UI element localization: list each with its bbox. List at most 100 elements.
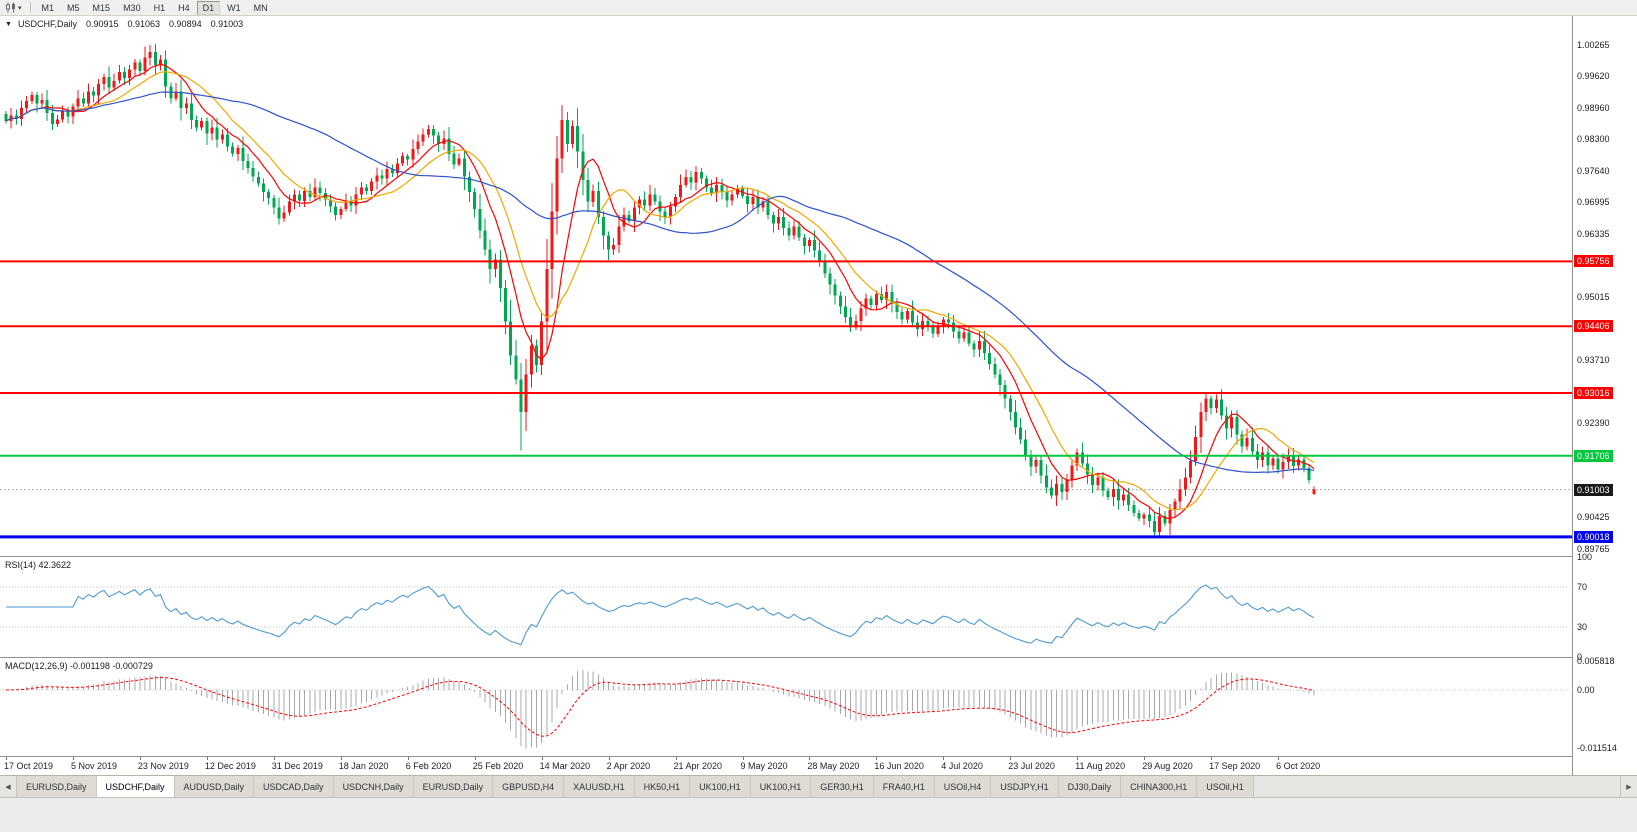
date-tick bbox=[273, 757, 275, 760]
date-label: 11 Aug 2020 bbox=[1075, 761, 1126, 771]
date-label: 5 Nov 2019 bbox=[71, 761, 118, 771]
toolbar-separator bbox=[29, 2, 31, 13]
chart-tabs-bar: ◀ EURUSD,Daily USDCHF,Daily AUDUSD,Daily US… bbox=[0, 775, 1637, 797]
macd-histogram bbox=[10, 670, 1315, 749]
rsi-axis-label: 70 bbox=[1577, 582, 1588, 592]
chart-type-icon[interactable] bbox=[5, 2, 17, 13]
chart-tab-GER30,H1[interactable]: GER30,H1 bbox=[811, 776, 874, 797]
chart-tab-AUDUSD,Daily[interactable]: AUDUSD,Daily bbox=[174, 776, 255, 797]
date-label: 9 May 2020 bbox=[740, 761, 788, 771]
chart-tab-USDCNH,Daily[interactable]: USDCNH,Daily bbox=[333, 776, 414, 797]
chart-tab-USOil,H4[interactable]: USOil,H4 bbox=[934, 776, 992, 797]
status-bar bbox=[0, 797, 1637, 832]
ma-line-45 bbox=[5, 91, 1315, 474]
chart-tab-DJ30,Daily[interactable]: DJ30,Daily bbox=[1058, 776, 1122, 797]
date-tick bbox=[73, 757, 74, 760]
ma-line-14 bbox=[5, 71, 1315, 511]
timeframe-button-MN[interactable]: MN bbox=[248, 1, 274, 15]
price-axis-label: 0.92390 bbox=[1577, 418, 1610, 428]
date-label: 16 Jun 2020 bbox=[874, 761, 924, 771]
chart-tab-GBPUSD,H4[interactable]: GBPUSD,H4 bbox=[493, 776, 565, 797]
price-axis-label: 0.99620 bbox=[1577, 71, 1610, 81]
price-axis-badge: 0.94406 bbox=[1574, 320, 1613, 333]
date-label: 6 Oct 2020 bbox=[1276, 761, 1321, 771]
macd-axis-label: 0.00 bbox=[1577, 685, 1595, 695]
date-tick bbox=[6, 757, 7, 760]
ohlc-close: 0.91003 bbox=[210, 19, 244, 29]
date-label: 12 Dec 2019 bbox=[204, 761, 256, 771]
date-label: 4 Jul 2020 bbox=[941, 761, 983, 771]
chart-tab-USDCHF,Daily[interactable]: USDCHF,Daily bbox=[96, 776, 175, 797]
price-axis[interactable]: 1.00265 0.99620 0.98960 0.98300 0.97640 0.969… bbox=[1572, 16, 1637, 775]
date-tick bbox=[139, 757, 141, 760]
timeframe-button-H1[interactable]: H1 bbox=[148, 1, 172, 15]
chart-tab-UK100,H1[interactable]: UK100,H1 bbox=[750, 776, 812, 797]
date-tick bbox=[608, 757, 610, 760]
date-tick bbox=[943, 757, 945, 760]
price-axis-label: 0.98960 bbox=[1577, 102, 1610, 113]
chart-tab-EURUSD,Daily[interactable]: EURUSD,Daily bbox=[17, 776, 97, 797]
timeframe-button-M5[interactable]: M5 bbox=[61, 1, 86, 15]
tabs-scroll-left-icon[interactable]: ◀ bbox=[0, 776, 17, 797]
date-label: 14 Mar 2020 bbox=[539, 761, 591, 771]
pane-divider[interactable] bbox=[0, 657, 1637, 658]
chart-tab-EURUSD,Daily[interactable]: EURUSD,Daily bbox=[413, 776, 494, 797]
price-axis-label: 1.00265 bbox=[1577, 40, 1610, 50]
chart-tab-FRA40,H1[interactable]: FRA40,H1 bbox=[873, 776, 935, 797]
date-tick bbox=[1144, 757, 1146, 760]
price-axis-label: 0.93710 bbox=[1577, 354, 1610, 365]
rsi-pane[interactable] bbox=[0, 557, 1572, 657]
date-label: 23 Nov 2019 bbox=[137, 761, 189, 771]
price-axis-label: 0.96335 bbox=[1577, 228, 1610, 239]
date-tick bbox=[742, 757, 744, 760]
timeframe-toolbar: ▾ M1 M5 M15 M30 H1 H4 D1 W1 MN bbox=[0, 0, 1637, 16]
date-label: 29 Aug 2020 bbox=[1142, 761, 1193, 771]
price-axis-badge: 0.93016 bbox=[1574, 387, 1613, 399]
ohlc-high: 0.91063 bbox=[127, 19, 161, 29]
date-label: 17 Sep 2020 bbox=[1209, 761, 1261, 771]
rsi-line bbox=[6, 584, 1315, 646]
date-label: 21 Apr 2020 bbox=[673, 761, 723, 771]
macd-pane[interactable] bbox=[0, 658, 1572, 756]
chart-tab-HK50,H1[interactable]: HK50,H1 bbox=[634, 776, 691, 797]
timeframe-button-D1[interactable]: D1 bbox=[196, 0, 221, 15]
price-axis-label: 0.98300 bbox=[1577, 134, 1610, 145]
dropdown-caret-icon[interactable]: ▾ bbox=[18, 4, 22, 12]
chart-tabs: EURUSD,Daily USDCHF,Daily AUDUSD,Daily USDC… bbox=[17, 776, 1254, 797]
ohlc-open: 0.90915 bbox=[85, 19, 119, 29]
date-tick bbox=[541, 757, 543, 760]
date-label: 25 Feb 2020 bbox=[472, 761, 524, 771]
timeframe-button-W1[interactable]: W1 bbox=[221, 1, 247, 15]
macd-axis-label: -0.011514 bbox=[1577, 743, 1617, 754]
timeframe-button-M15[interactable]: M15 bbox=[87, 1, 117, 15]
chart-tab-CHINA300,H1[interactable]: CHINA300,H1 bbox=[1121, 776, 1198, 797]
chart-tab-USOil,H1[interactable]: USOil,H1 bbox=[1197, 776, 1254, 797]
date-tick bbox=[474, 757, 476, 760]
date-label: 23 Jul 2020 bbox=[1008, 761, 1055, 771]
candlestick-series bbox=[4, 43, 1316, 539]
date-label: 2 Apr 2020 bbox=[606, 761, 651, 771]
tabs-scroll-right-icon[interactable]: ▶ bbox=[1620, 776, 1637, 797]
chart-tab-USDJPY,H1[interactable]: USDJPY,H1 bbox=[991, 776, 1059, 797]
timeframe-button-H4[interactable]: H4 bbox=[172, 1, 196, 15]
date-tick bbox=[1211, 757, 1213, 760]
chart-tab-UK100,H1[interactable]: UK100,H1 bbox=[690, 776, 751, 797]
price-axis-badge: 0.95756 bbox=[1574, 255, 1613, 268]
pane-divider[interactable] bbox=[0, 756, 1637, 757]
price-axis-badge: 0.90018 bbox=[1574, 530, 1613, 543]
pane-divider[interactable] bbox=[0, 556, 1637, 557]
chart-tab-XAUUSD,H1[interactable]: XAUUSD,H1 bbox=[564, 776, 635, 797]
date-axis[interactable]: 17 Oct 2019 5 Nov 2019 23 Nov 2019 12 Dec 2… bbox=[0, 757, 1572, 775]
collapse-arrow-icon[interactable]: ▼ bbox=[5, 20, 12, 28]
macd-indicator-label: MACD(12,26,9) -0.001198 -0.000729 bbox=[5, 661, 153, 671]
timeframe-button-M30[interactable]: M30 bbox=[117, 1, 147, 15]
date-tick bbox=[407, 757, 409, 760]
date-label: 6 Feb 2020 bbox=[405, 761, 452, 771]
chart-window: ▼ USDCHF,Daily 0.90915 0.91063 0.90894 0… bbox=[0, 16, 1637, 775]
chart-tab-USDCAD,Daily[interactable]: USDCAD,Daily bbox=[254, 776, 334, 797]
price-pane[interactable] bbox=[0, 16, 1572, 556]
timeframe-button-M1[interactable]: M1 bbox=[36, 1, 61, 15]
timeframe-buttons: M1 M5 M15 M30 H1 H4 D1 W1 MN bbox=[36, 0, 274, 15]
date-label: 17 Oct 2019 bbox=[4, 761, 54, 771]
